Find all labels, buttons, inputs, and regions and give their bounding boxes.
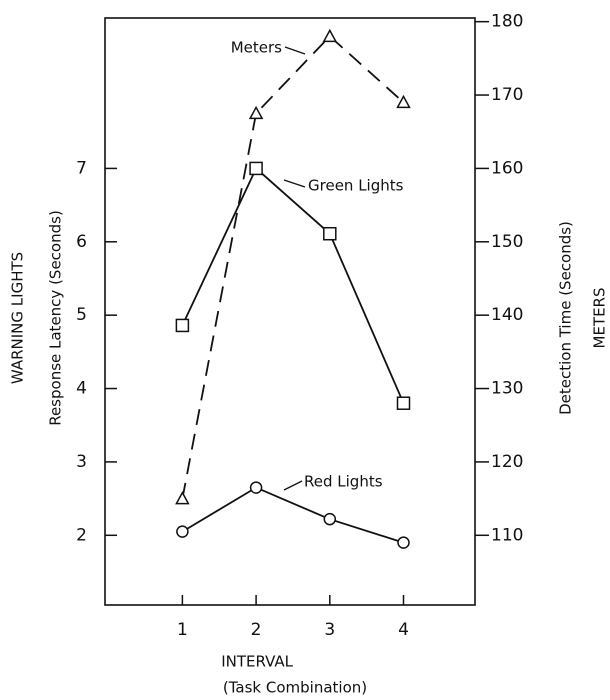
marker [175,318,190,333]
marker [323,512,337,526]
y-tick-label: 4 [76,379,87,399]
y2-tick-label: 170 [491,85,523,105]
x-tick-label: 2 [251,620,262,640]
y-tick-label: 6 [76,232,87,252]
marker [397,536,410,549]
y2-axis-label: Detection Time (Seconds) [557,221,575,415]
y2-tick-label: 140 [491,305,523,325]
x-tick-label: 1 [177,620,188,640]
x-axis-label: INTERVAL [221,653,293,671]
y-axis-label: WARNING LIGHTS [9,252,27,384]
series-line [181,35,405,499]
series-annotation: Green Lights [308,177,404,195]
series-annotation: Red Lights [304,473,383,491]
series-line [181,166,405,404]
series-line [181,486,404,544]
y2-tick-label: 120 [491,452,523,472]
series-annotation: Meters [231,39,282,57]
y2-tick-label: 160 [491,158,523,178]
y-tick-label: 2 [76,525,87,545]
y-tick-label: 7 [76,158,87,178]
marker [323,226,337,241]
plot-frame [104,17,476,606]
annotation-leader [283,179,306,188]
y2-axis-sublabel: METERS [591,287,609,348]
x-axis-sublabel: (Task Combination) [223,679,367,697]
marker [176,525,189,538]
x-tick-label: 4 [398,620,409,640]
y2-tick-label: 180 [491,12,523,32]
marker [396,396,411,410]
y2-tick-label: 110 [491,525,523,545]
annotation-leader [284,46,306,55]
marker [175,491,190,505]
marker [249,481,263,494]
y-tick-label: 3 [76,452,87,472]
y2-tick-label: 130 [491,379,523,399]
marker [322,28,338,43]
x-tick-label: 3 [324,620,335,640]
marker [248,105,264,120]
y2-tick-label: 150 [491,232,523,252]
annotation-leader [283,480,303,491]
marker [396,94,411,109]
y-tick-label: 5 [76,305,87,325]
y-axis-sublabel: Response Latency (Seconds) [47,210,65,426]
marker [249,161,263,176]
